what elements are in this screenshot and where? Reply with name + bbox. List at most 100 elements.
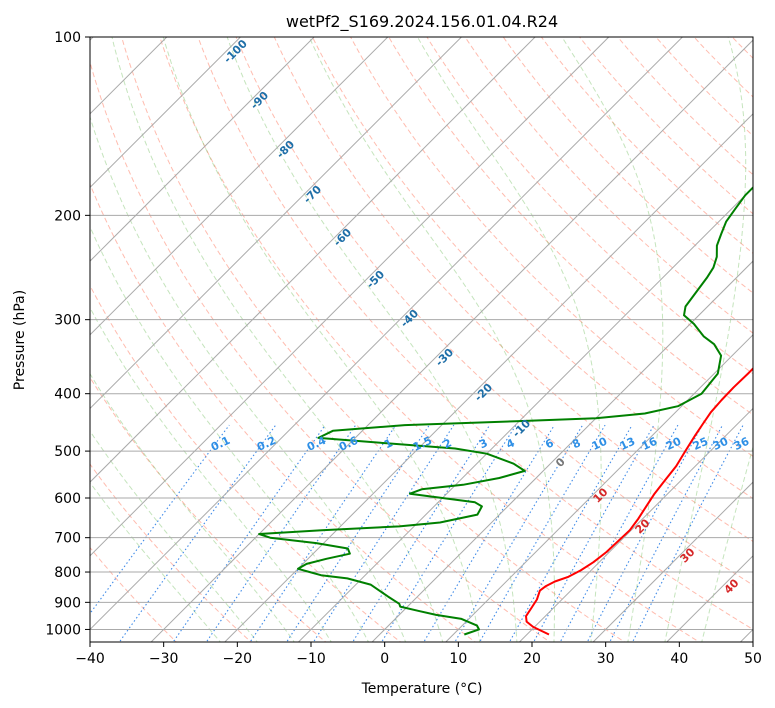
mixing-ratio-line xyxy=(249,424,397,642)
dry-adiabat xyxy=(273,37,753,543)
moist-adiabat xyxy=(90,481,221,642)
dry-adiabat-label: -60 xyxy=(331,226,354,249)
x-tick-label: −20 xyxy=(223,651,253,667)
x-tick-label: −10 xyxy=(296,651,326,667)
dry-adiabat xyxy=(197,37,753,631)
x-tick-label: −30 xyxy=(149,651,179,667)
mixing-ratio-line xyxy=(586,424,703,642)
y-tick-label: 1000 xyxy=(45,622,81,638)
dry-adiabat xyxy=(578,37,753,215)
y-tick-label: 400 xyxy=(54,387,81,403)
dry-adiabat xyxy=(388,37,753,416)
mixing-ratio-line xyxy=(454,424,584,642)
moist-adiabat xyxy=(90,430,258,642)
dry-adiabat-label: -30 xyxy=(433,346,456,369)
isotherm-line xyxy=(445,334,753,642)
mixing-ratio-line xyxy=(423,424,555,642)
mixing-ratio-line xyxy=(631,424,744,642)
y-axis-label: Pressure (hPa) xyxy=(12,290,28,390)
mixing-ratio-line xyxy=(312,424,455,642)
moist-adiabat xyxy=(90,225,370,642)
dry-adiabat xyxy=(90,182,477,642)
x-axis-ticks: −40 −30 −20 −10 0 10 20 30 40 50 xyxy=(75,642,762,667)
mixing-ratio-line xyxy=(559,424,679,642)
y-tick-label: 500 xyxy=(54,444,81,460)
x-tick-label: −40 xyxy=(75,651,105,667)
isotherm-line xyxy=(739,628,753,642)
dry-adiabat-label: -40 xyxy=(398,307,421,330)
dry-adiabat-label: -20 xyxy=(472,381,495,404)
moist-adiabat xyxy=(226,37,518,642)
isotherm-line xyxy=(90,37,536,483)
isotherm-line xyxy=(592,481,753,642)
mixing-ratio-line xyxy=(118,424,277,642)
dry-adiabat xyxy=(90,284,402,642)
dry-adiabat-label: 40 xyxy=(722,576,742,596)
y-tick-label: 600 xyxy=(54,491,81,507)
isotherm-line xyxy=(90,37,463,410)
x-tick-label: 0 xyxy=(380,651,389,667)
dewpoint-profile xyxy=(258,186,753,636)
mixing-ratio-line xyxy=(172,424,326,642)
dry-adiabat-label: -70 xyxy=(301,183,324,206)
dry-adiabat xyxy=(655,37,753,137)
dry-adiabat xyxy=(90,463,252,642)
mixing-ratio-label: 4 xyxy=(504,436,517,451)
dry-adiabat xyxy=(235,37,753,586)
x-axis-label: Temperature (°C) xyxy=(361,681,483,697)
mixing-ratio-line xyxy=(352,424,491,642)
dry-adiabat-label: 10 xyxy=(591,485,611,505)
dry-adiabat xyxy=(426,37,753,375)
isoline-labels: -100-90-80-70-60-50-40-30-20-10010203040… xyxy=(209,37,752,597)
moist-adiabat xyxy=(90,115,407,642)
mixing-ratio-line xyxy=(533,424,655,642)
dry-adiabat-label: -100 xyxy=(221,37,250,66)
y-tick-label: 700 xyxy=(54,531,81,547)
mixing-ratio-label: 10 xyxy=(590,435,610,453)
isotherm-line xyxy=(90,37,389,336)
isotherm-line xyxy=(90,37,610,557)
moist-adiabat xyxy=(416,37,602,642)
mixing-ratio-label: 16 xyxy=(640,435,660,453)
isotherm-line xyxy=(518,407,753,642)
moist-adiabat xyxy=(308,37,555,642)
isotherm-line xyxy=(90,37,315,262)
mixing-ratio-label: 20 xyxy=(664,435,684,453)
y-tick-label: 200 xyxy=(54,208,81,224)
y-tick-label: 900 xyxy=(54,595,81,611)
moist-adiabat xyxy=(701,445,753,642)
x-tick-label: 20 xyxy=(523,651,541,667)
x-tick-label: 50 xyxy=(744,651,762,667)
mixing-ratio-label: 13 xyxy=(618,435,637,453)
plot-frame xyxy=(89,36,754,643)
mixing-ratio-label: 30 xyxy=(711,435,731,453)
isotherm-line xyxy=(150,39,753,642)
dry-adiabat xyxy=(121,37,626,642)
dry-adiabat-label: 30 xyxy=(678,545,698,565)
mixing-ratio-label: 8 xyxy=(570,436,582,451)
isotherm-line xyxy=(666,555,753,642)
mixing-ratio-line xyxy=(381,424,517,642)
dry-adiabat-label: -80 xyxy=(274,138,297,161)
y-axis-ticks: 100 200 300 400 500 600 700 800 900 1000 xyxy=(45,30,90,638)
dry-adiabat xyxy=(757,24,775,645)
data-lines xyxy=(258,186,753,636)
dry-adiabat xyxy=(502,37,753,294)
x-tick-label: 10 xyxy=(449,651,467,667)
dry-adiabat-label: -90 xyxy=(248,89,271,112)
moist-adiabat xyxy=(162,37,481,642)
y-tick-label: 800 xyxy=(54,565,81,581)
isotherm-line xyxy=(371,260,753,642)
isotherm-line xyxy=(297,186,753,642)
mixing-ratio-line xyxy=(205,424,357,642)
dry-adiabat xyxy=(90,60,551,642)
dry-adiabat xyxy=(311,37,753,500)
y-tick-label: 300 xyxy=(54,313,81,329)
y-tick-label: 100 xyxy=(54,30,81,46)
mixing-ratio-line xyxy=(285,424,430,642)
x-tick-label: 40 xyxy=(670,651,688,667)
moist-adiabat xyxy=(111,37,444,642)
isotherm-line xyxy=(90,37,684,631)
